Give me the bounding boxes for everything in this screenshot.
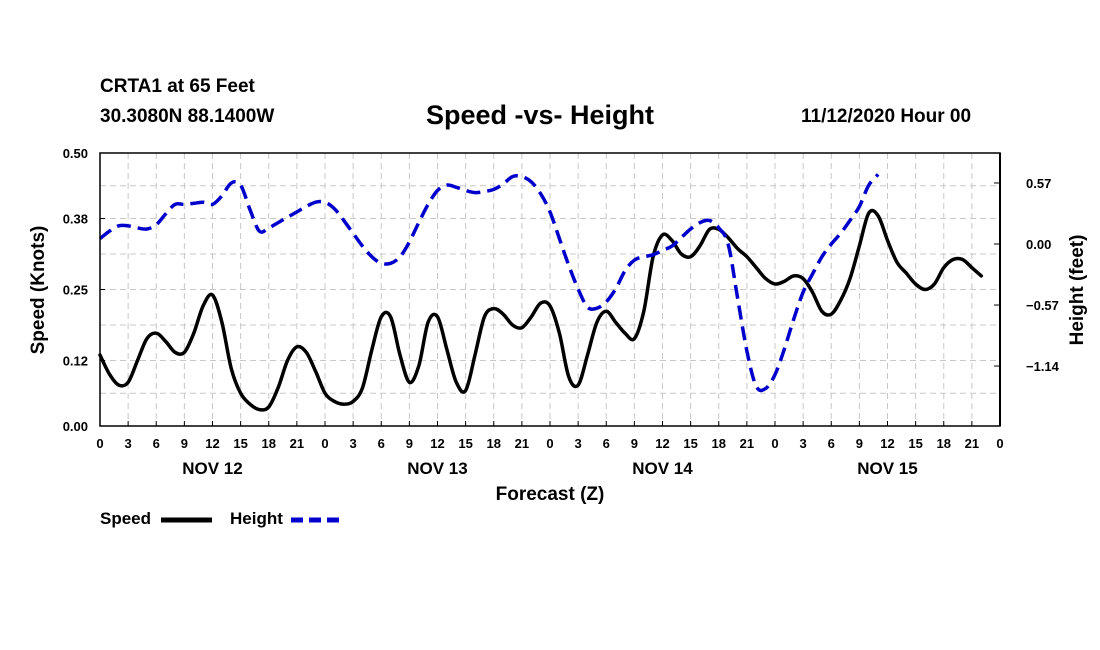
x-tick-label: 3	[800, 436, 807, 451]
x-tick-label: 0	[321, 436, 328, 451]
day-label: NOV 14	[632, 459, 693, 478]
x-tick-label: 15	[233, 436, 247, 451]
x-tick-label: 0	[771, 436, 778, 451]
x-tick-label: 12	[655, 436, 669, 451]
x-tick-label: 6	[828, 436, 835, 451]
legend-speed-label: Speed	[100, 509, 151, 528]
x-tick-label: 3	[125, 436, 132, 451]
y2-axis-title: Height (feet)	[1067, 235, 1088, 346]
x-tick-label: 15	[458, 436, 472, 451]
x-tick-label: 15	[908, 436, 922, 451]
x-tick-label: 21	[965, 436, 979, 451]
x-tick-label: 3	[575, 436, 582, 451]
x-tick-label: 18	[712, 436, 726, 451]
x-tick-label: 9	[406, 436, 413, 451]
series-layer	[98, 173, 984, 412]
x-tick-label: 21	[290, 436, 304, 451]
x-tick-label: 18	[487, 436, 501, 451]
legend: Speed Height	[100, 509, 342, 528]
x-tick-label: 9	[181, 436, 188, 451]
legend-height-label: Height	[230, 509, 283, 528]
chart-title: Speed -vs- Height	[426, 100, 655, 130]
y-tick-label: 0.25	[63, 283, 88, 298]
series-line-speed	[98, 208, 984, 412]
x-tick-label: 3	[350, 436, 357, 451]
x-tick-label: 12	[430, 436, 444, 451]
x-tick-label: 0	[996, 436, 1003, 451]
x-tick-label: 12	[880, 436, 894, 451]
x-tick-label: 0	[546, 436, 553, 451]
x-tick-label: 9	[631, 436, 638, 451]
x-tick-label: 9	[856, 436, 863, 451]
x-tick-label: 6	[603, 436, 610, 451]
axis-ticks: 0 3 6 9 12 15 18 21 0 3 6 9 12 15 18 21 0 3 6 9 12 15 18 21 0 3 6 9…	[63, 146, 1060, 478]
x-tick-label: 12	[205, 436, 219, 451]
day-label: NOV 12	[182, 459, 242, 478]
day-label: NOV 15	[857, 459, 917, 478]
y2-tick-label: −0.57	[1026, 298, 1059, 313]
y2-tick-label: 0.57	[1026, 176, 1051, 191]
x-tick-label: 15	[683, 436, 697, 451]
x-tick-label: 18	[262, 436, 276, 451]
y-tick-label: 0.12	[63, 353, 88, 368]
x-tick-label: 6	[378, 436, 385, 451]
coordinates-label: 30.3080N 88.1400W	[100, 106, 275, 127]
y-tick-label: 0.50	[63, 146, 88, 161]
y2-tick-label: 0.00	[1026, 237, 1051, 252]
x-tick-label: 6	[153, 436, 160, 451]
x-axis-title: Forecast (Z)	[496, 484, 605, 505]
y-axis-title: Speed (Knots)	[28, 226, 49, 355]
y-tick-label: 0.38	[63, 212, 88, 227]
series-line-height	[98, 173, 880, 393]
x-tick-label: 21	[515, 436, 529, 451]
x-tick-label: 21	[740, 436, 754, 451]
forecast-datetime: 11/12/2020 Hour 00	[801, 106, 972, 127]
grid-lines	[100, 153, 1000, 426]
y2-tick-label: −1.14	[1026, 359, 1060, 374]
x-tick-label: 0	[96, 436, 103, 451]
day-label: NOV 13	[407, 459, 467, 478]
y-tick-label: 0.00	[63, 419, 88, 434]
station-label: CRTA1 at 65 Feet	[100, 76, 255, 97]
x-tick-label: 18	[937, 436, 951, 451]
